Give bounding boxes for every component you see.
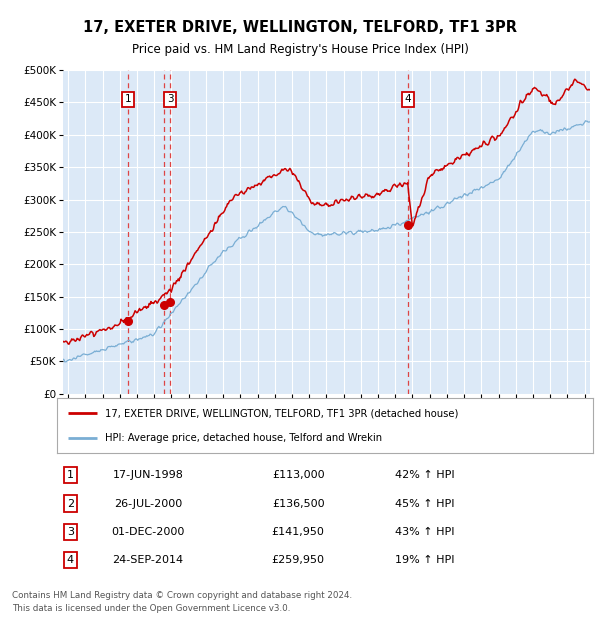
- Text: Contains HM Land Registry data © Crown copyright and database right 2024.: Contains HM Land Registry data © Crown c…: [12, 591, 352, 600]
- Text: HPI: Average price, detached house, Telford and Wrekin: HPI: Average price, detached house, Telf…: [105, 433, 382, 443]
- Text: 26-JUL-2000: 26-JUL-2000: [114, 498, 182, 508]
- Text: £113,000: £113,000: [272, 471, 325, 480]
- Text: 2: 2: [67, 498, 74, 508]
- Text: 17-JUN-1998: 17-JUN-1998: [113, 471, 184, 480]
- Text: This data is licensed under the Open Government Licence v3.0.: This data is licensed under the Open Gov…: [12, 604, 290, 613]
- Text: 17, EXETER DRIVE, WELLINGTON, TELFORD, TF1 3PR: 17, EXETER DRIVE, WELLINGTON, TELFORD, T…: [83, 20, 517, 35]
- Text: 3: 3: [67, 527, 74, 537]
- Text: 01-DEC-2000: 01-DEC-2000: [112, 527, 185, 537]
- Text: 19% ↑ HPI: 19% ↑ HPI: [395, 555, 454, 565]
- Text: 4: 4: [67, 555, 74, 565]
- Text: 1: 1: [67, 471, 74, 480]
- Text: 3: 3: [167, 94, 173, 104]
- Text: Price paid vs. HM Land Registry's House Price Index (HPI): Price paid vs. HM Land Registry's House …: [131, 43, 469, 56]
- Text: 43% ↑ HPI: 43% ↑ HPI: [395, 527, 454, 537]
- Text: 24-SEP-2014: 24-SEP-2014: [113, 555, 184, 565]
- Text: 4: 4: [404, 94, 411, 104]
- Text: 1: 1: [124, 94, 131, 104]
- Text: £136,500: £136,500: [272, 498, 325, 508]
- Text: 45% ↑ HPI: 45% ↑ HPI: [395, 498, 454, 508]
- Text: 42% ↑ HPI: 42% ↑ HPI: [395, 471, 454, 480]
- Text: £259,950: £259,950: [272, 555, 325, 565]
- Text: 17, EXETER DRIVE, WELLINGTON, TELFORD, TF1 3PR (detached house): 17, EXETER DRIVE, WELLINGTON, TELFORD, T…: [105, 409, 458, 419]
- Text: £141,950: £141,950: [272, 527, 325, 537]
